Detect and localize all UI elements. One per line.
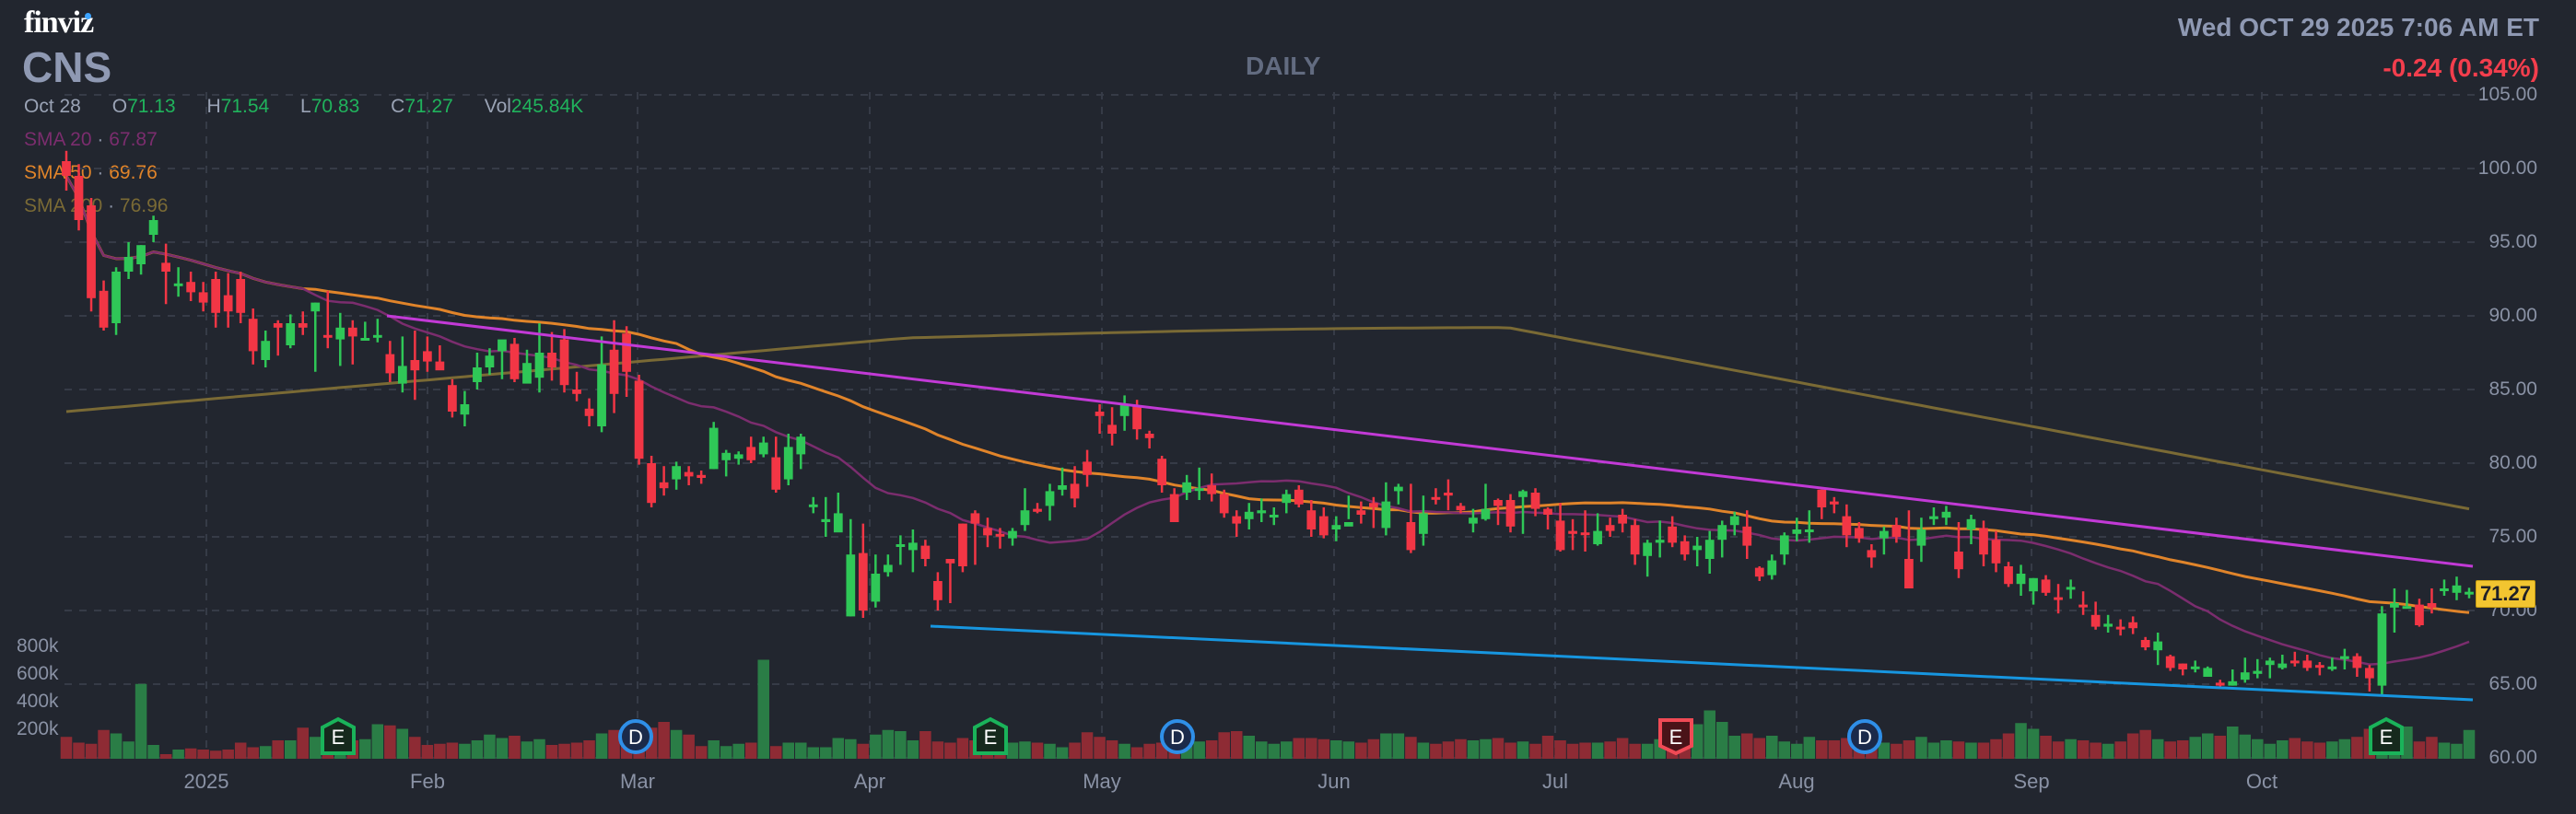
- dividend-marker-icon[interactable]: D: [618, 719, 653, 754]
- y-tick: 75.00: [2488, 526, 2537, 547]
- x-tick: Feb: [410, 770, 445, 793]
- volume-tick: 600k: [17, 663, 59, 684]
- open-value: 71.13: [127, 96, 176, 117]
- last-price-tag: 71.27: [2475, 580, 2535, 608]
- dividend-marker-icon[interactable]: D: [1847, 719, 1882, 754]
- open-label: O: [111, 96, 128, 117]
- close-label: C: [391, 96, 405, 117]
- timeframe-label: DAILY: [1246, 52, 1321, 80]
- finviz-logo[interactable]: finviz: [24, 6, 94, 41]
- logo-text: finviz: [24, 6, 94, 40]
- x-tick: Apr: [853, 770, 886, 793]
- moving-averages: [64, 175, 2470, 666]
- x-tick: 2025: [183, 770, 229, 793]
- x-tick: Sep: [2013, 770, 2050, 793]
- y-tick: 85.00: [2488, 378, 2537, 400]
- separator: ·: [97, 162, 104, 183]
- svg-text:D: D: [1857, 726, 1872, 749]
- sma20-label: SMA 20: [24, 129, 92, 150]
- volume-tick: 400k: [17, 691, 59, 712]
- datetime-label: Wed OCT 29 2025 7:06 AM ET: [2177, 13, 2539, 41]
- volume-label: Vol: [484, 96, 511, 117]
- earnings-marker-icon[interactable]: E: [973, 716, 1008, 755]
- svg-text:E: E: [984, 726, 998, 749]
- volume-value: 245.84K: [510, 96, 584, 117]
- sma200-value: 76.96: [119, 195, 169, 216]
- earnings-marker-icon[interactable]: E: [321, 716, 356, 755]
- svg-text:E: E: [1669, 726, 1683, 749]
- volume-tick: 200k: [17, 718, 59, 739]
- x-tick: May: [1083, 770, 1121, 793]
- x-tick: Jul: [1541, 770, 1569, 793]
- svg-text:D: D: [1170, 726, 1185, 749]
- separator: ·: [108, 195, 115, 216]
- high-label: H: [206, 96, 221, 117]
- sma50-value: 69.76: [109, 162, 158, 183]
- support-trendline[interactable]: [930, 624, 2474, 702]
- resistance-trendline[interactable]: [386, 314, 2474, 568]
- ohlc-date: Oct 28: [24, 96, 81, 117]
- high-value: 71.54: [220, 96, 270, 117]
- grid: [64, 92, 2478, 759]
- candlesticks: [62, 150, 2474, 695]
- x-tick: Aug: [1778, 770, 1815, 793]
- y-tick: 80.00: [2488, 452, 2537, 473]
- y-tick: 105.00: [2477, 84, 2537, 105]
- y-tick: 100.00: [2477, 157, 2537, 179]
- y-tick: 65.00: [2488, 673, 2537, 694]
- separator: ·: [97, 129, 104, 150]
- logo-dot-icon: [85, 13, 91, 19]
- price-change: -0.24 (0.34%): [2383, 53, 2539, 82]
- svg-text:E: E: [332, 726, 345, 749]
- earnings-marker-icon[interactable]: E: [2369, 716, 2404, 755]
- close-value: 71.27: [404, 96, 453, 117]
- y-tick: 90.00: [2488, 305, 2537, 326]
- y-tick: 95.00: [2488, 231, 2537, 252]
- ohlc-legend: Oct 28 O71.13 H71.54 L70.83 C71.27 Vol24…: [24, 96, 583, 118]
- low-value: 70.83: [310, 96, 360, 117]
- sma20-legend[interactable]: SMA 20 · 67.87: [24, 129, 158, 151]
- low-label: L: [300, 96, 311, 117]
- svg-text:D: D: [628, 726, 643, 749]
- y-tick: 60.00: [2488, 747, 2537, 768]
- earnings-marker-icon[interactable]: E: [1658, 718, 1693, 756]
- ticker-symbol: CNS: [22, 43, 112, 91]
- volume-tick: 800k: [17, 635, 59, 657]
- svg-text:E: E: [2380, 726, 2394, 749]
- volume-bars: [60, 659, 2476, 759]
- sma20-value: 67.87: [109, 129, 158, 150]
- x-tick: Mar: [620, 770, 655, 793]
- x-tick: Jun: [1317, 770, 1351, 793]
- dividend-marker-icon[interactable]: D: [1160, 719, 1195, 754]
- trendlines[interactable]: [386, 314, 2474, 702]
- x-tick: Oct: [2245, 770, 2278, 793]
